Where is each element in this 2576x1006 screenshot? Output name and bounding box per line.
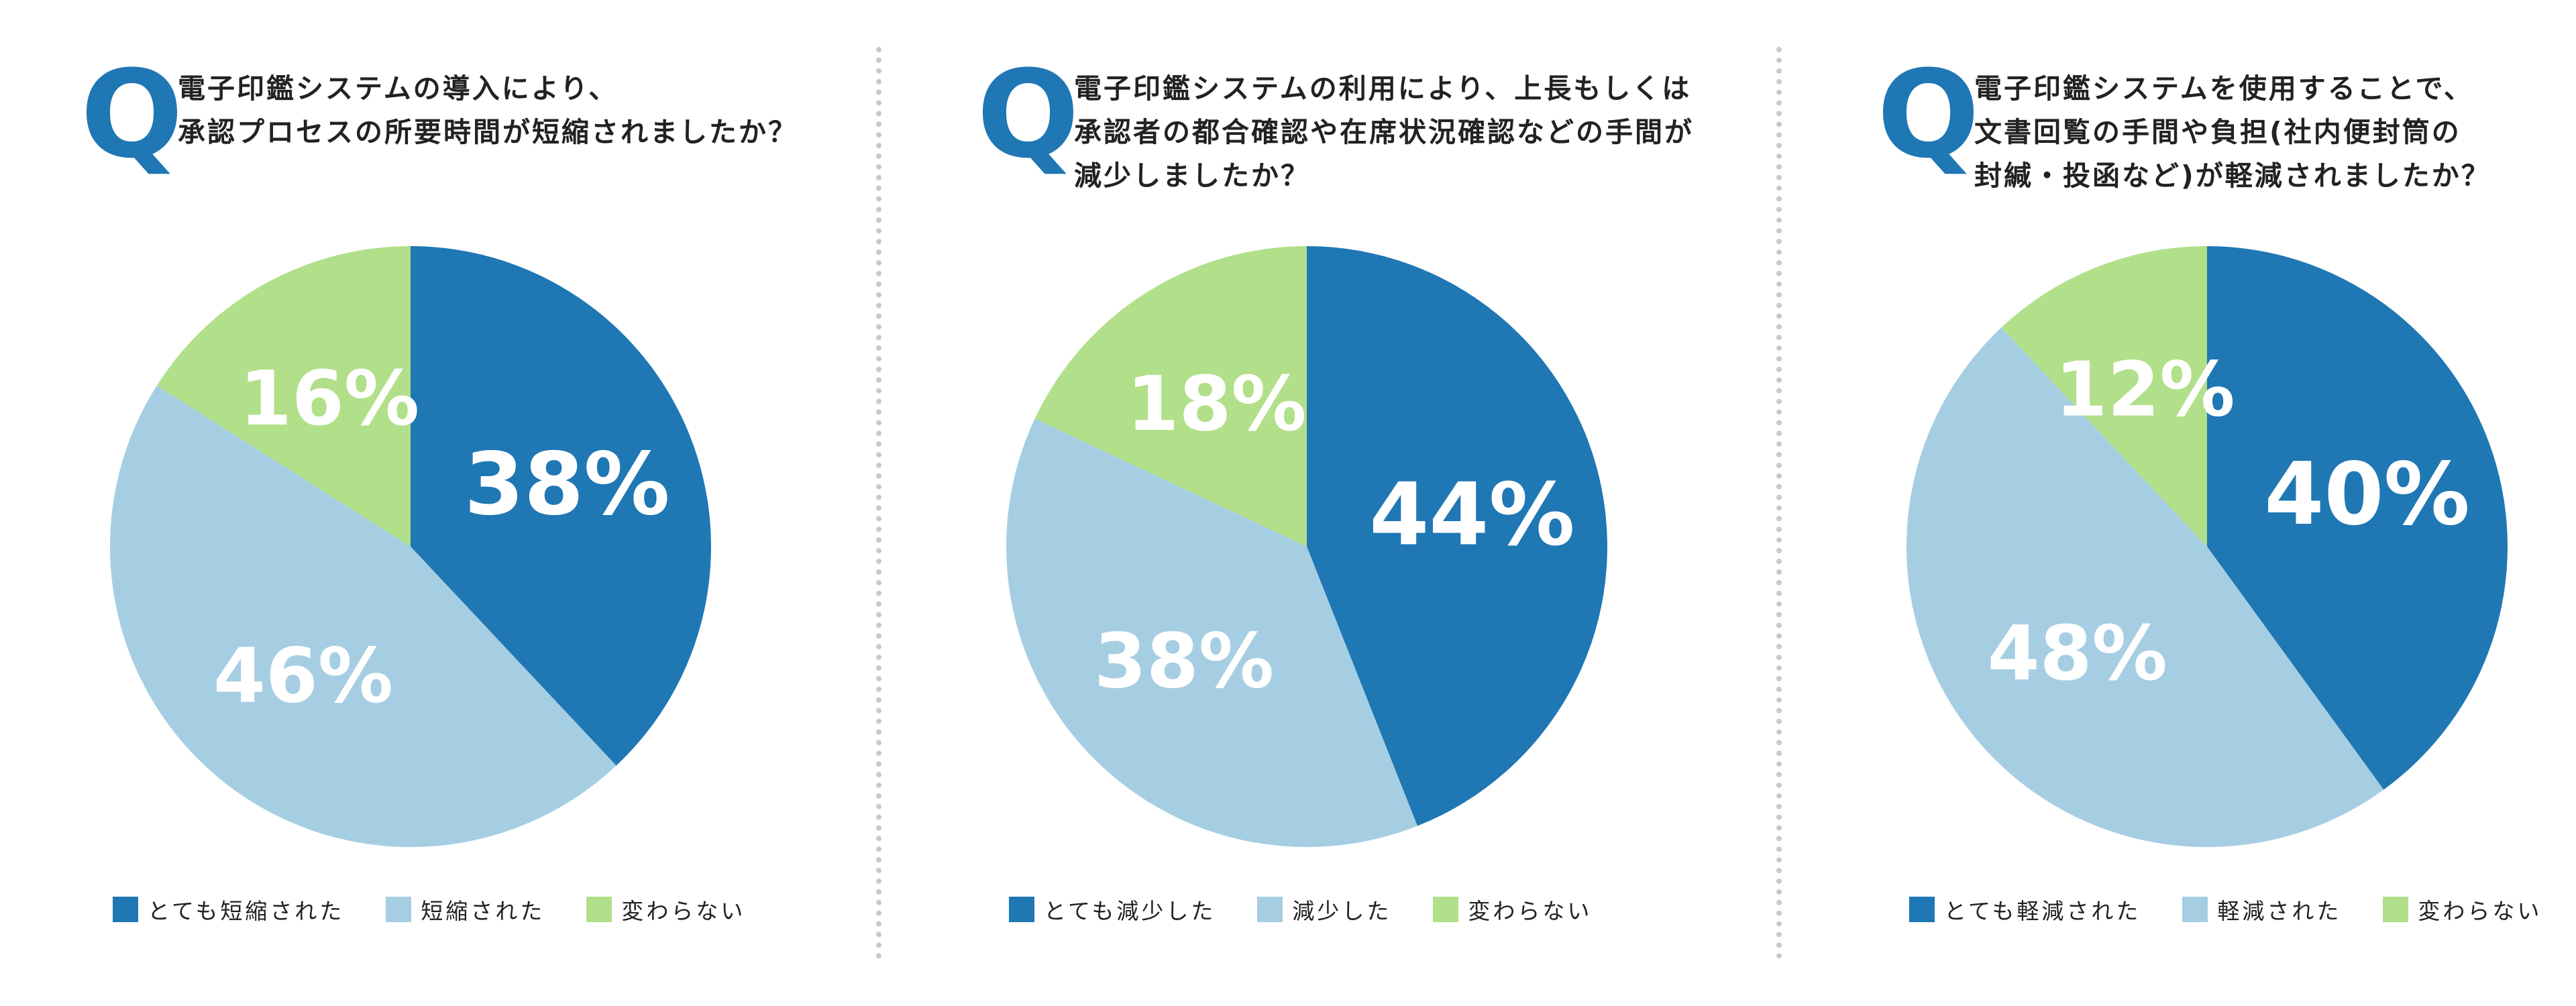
legend-swatch (1909, 897, 1935, 922)
question-line: 文書回覧の手間や負担(社内便封筒の (1974, 116, 2461, 148)
chart-panel-2: Q 電子印鑑システムの利用により、上長もしくは 承認者の都合確認や在席状況確認な… (896, 0, 1755, 1006)
slice-label: 46% (213, 632, 393, 720)
pie-slice (1006, 418, 1417, 847)
legend-item: 短縮された (386, 893, 545, 926)
legend: とても軽減された 軽減された 変わらない (1909, 893, 2576, 926)
slice-label: 12% (2055, 347, 2235, 434)
pie-slice (156, 246, 411, 547)
pie-slice (411, 246, 712, 766)
legend-swatch (1009, 897, 1034, 922)
legend-label: 変わらない (2418, 898, 2542, 924)
legend-swatch (2383, 897, 2409, 922)
legend-label: とても短縮された (148, 898, 345, 924)
question-line: 電子印鑑システムの導入により、 (178, 72, 619, 105)
legend-swatch (1257, 897, 1283, 922)
question-text: 電子印鑑システムを使用することで、 文書回覧の手間や負担(社内便封筒の 封緘・投… (1974, 67, 2576, 198)
legend-item: 変わらない (586, 893, 745, 926)
legend-item: 減少した (1257, 893, 1391, 926)
legend-label: とても軽減された (1944, 898, 2141, 924)
pie-chart: 38% 46% 16% (109, 246, 712, 848)
pie-chart: 40% 48% 12% (1906, 245, 2508, 848)
panel-divider (876, 47, 881, 959)
panel-divider (1776, 47, 1782, 959)
slice-label: 40% (2264, 445, 2469, 545)
slice-label: 44% (1369, 465, 1574, 565)
legend-label: 変わらない (621, 898, 746, 924)
pie-slice (2207, 245, 2508, 790)
legend-label: とても減少した (1044, 898, 1216, 924)
legend-swatch (113, 897, 138, 922)
legend-label: 短縮された (421, 898, 545, 924)
slice-label: 16% (239, 355, 419, 443)
legend-item: 軽減された (2182, 893, 2341, 926)
legend-item: 変わらない (1433, 893, 1592, 926)
question-line: 減少しましたか？ (1074, 160, 1310, 192)
question-line: 電子印鑑システムの利用により、上長もしくは (1074, 72, 1692, 105)
question-line: 承認プロセスの所要時間が短縮されましたか？ (178, 116, 798, 148)
q-mark: Q (977, 45, 1080, 185)
pie-chart: 44% 38% 18% (1006, 246, 1608, 847)
slice-label: 18% (1127, 361, 1307, 448)
pie-slice (1906, 327, 2384, 848)
q-mark: Q (1877, 45, 1980, 185)
legend-label: 減少した (1292, 898, 1392, 924)
chart-panel-1: Q 電子印鑑システムの導入により、 承認プロセスの所要時間が短縮されましたか？ … (0, 0, 859, 1006)
legend-swatch (386, 897, 412, 922)
q-mark: Q (80, 45, 184, 185)
legend-item: とても短縮された (113, 893, 344, 926)
legend-item: とても軽減された (1909, 893, 2141, 926)
legend-label: 変わらない (1468, 898, 1593, 924)
chart-panel-3: Q 電子印鑑システムを使用することで、 文書回覧の手間や負担(社内便封筒の 封緘… (1796, 0, 2576, 1006)
legend-swatch (2182, 897, 2208, 922)
question-text: 電子印鑑システムの利用により、上長もしくは 承認者の都合確認や在席状況確認などの… (1074, 67, 1745, 198)
legend: とても減少した 減少した 変わらない (1009, 893, 1633, 926)
pie-slice (1034, 246, 1307, 547)
legend: とても短縮された 短縮された 変わらない (113, 893, 787, 926)
legend-label: 軽減された (2217, 898, 2342, 924)
legend-item: 変わらない (2383, 893, 2542, 926)
legend-swatch (1433, 897, 1459, 922)
question-text: 電子印鑑システムの導入により、 承認プロセスの所要時間が短縮されましたか？ (178, 67, 849, 154)
slice-label: 48% (1988, 610, 2167, 697)
question-line: 封緘・投函など)が軽減されましたか？ (1974, 160, 2491, 192)
question-line: 承認者の都合確認や在席状況確認などの手間が (1074, 116, 1694, 148)
pie-slice (109, 385, 616, 848)
slice-label: 38% (464, 435, 669, 535)
pie-slice (1307, 246, 1608, 826)
slice-label: 38% (1094, 618, 1274, 706)
legend-item: とても減少した (1009, 893, 1216, 926)
pie-slice (2001, 246, 2207, 547)
question-line: 電子印鑑システムを使用することで、 (1974, 72, 2473, 105)
legend-swatch (586, 897, 612, 922)
